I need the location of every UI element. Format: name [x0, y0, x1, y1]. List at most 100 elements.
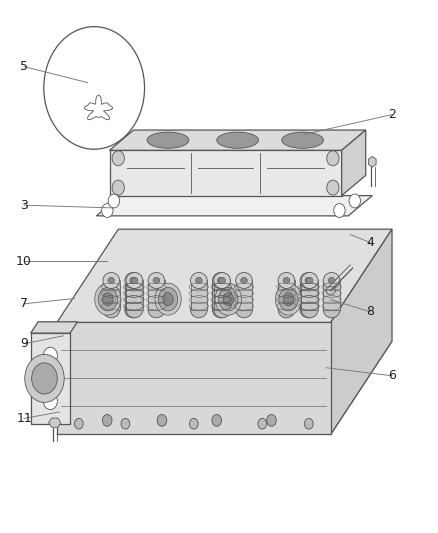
Circle shape: [283, 293, 294, 305]
Polygon shape: [331, 229, 392, 434]
Text: 6: 6: [388, 369, 396, 382]
Ellipse shape: [283, 277, 290, 284]
Polygon shape: [31, 333, 70, 424]
Circle shape: [223, 293, 233, 305]
Polygon shape: [57, 341, 392, 434]
Circle shape: [276, 283, 302, 315]
Ellipse shape: [323, 272, 340, 288]
Circle shape: [159, 287, 178, 311]
Circle shape: [102, 204, 113, 217]
Text: 5: 5: [20, 60, 28, 73]
Ellipse shape: [191, 272, 207, 288]
Text: 3: 3: [20, 199, 28, 212]
Ellipse shape: [217, 277, 224, 284]
Polygon shape: [57, 322, 331, 434]
Polygon shape: [323, 280, 340, 310]
Text: 10: 10: [16, 255, 32, 268]
Circle shape: [102, 293, 113, 305]
Ellipse shape: [240, 277, 247, 284]
Polygon shape: [300, 280, 317, 310]
Text: 4: 4: [366, 236, 374, 249]
Circle shape: [157, 415, 167, 426]
Circle shape: [112, 180, 124, 195]
Ellipse shape: [323, 302, 340, 318]
Ellipse shape: [236, 272, 252, 288]
Circle shape: [108, 194, 120, 208]
Polygon shape: [110, 130, 366, 150]
Ellipse shape: [305, 277, 312, 284]
Circle shape: [189, 418, 198, 429]
Ellipse shape: [153, 277, 160, 284]
Polygon shape: [110, 150, 342, 196]
Circle shape: [25, 354, 64, 402]
Circle shape: [215, 283, 241, 315]
Ellipse shape: [301, 272, 318, 288]
Circle shape: [95, 283, 121, 315]
Polygon shape: [301, 280, 318, 310]
Circle shape: [32, 363, 57, 394]
Ellipse shape: [300, 272, 317, 288]
Circle shape: [279, 287, 298, 311]
Polygon shape: [148, 280, 165, 310]
Ellipse shape: [278, 302, 295, 318]
Ellipse shape: [147, 132, 189, 148]
Ellipse shape: [103, 272, 120, 288]
Text: 2: 2: [388, 108, 396, 121]
Circle shape: [155, 283, 181, 315]
Ellipse shape: [148, 302, 165, 318]
Text: 7: 7: [20, 297, 28, 310]
Polygon shape: [214, 280, 230, 310]
Ellipse shape: [108, 277, 115, 284]
Ellipse shape: [282, 132, 324, 148]
Polygon shape: [212, 280, 229, 310]
Circle shape: [327, 151, 339, 166]
Ellipse shape: [126, 302, 143, 318]
Polygon shape: [236, 280, 252, 310]
Text: 9: 9: [20, 337, 28, 350]
Circle shape: [334, 204, 345, 217]
Ellipse shape: [219, 277, 226, 284]
Circle shape: [112, 151, 124, 166]
Ellipse shape: [306, 277, 313, 284]
Ellipse shape: [191, 302, 207, 318]
Circle shape: [327, 180, 339, 195]
Ellipse shape: [214, 302, 230, 318]
Ellipse shape: [131, 277, 138, 284]
Polygon shape: [325, 287, 336, 294]
Circle shape: [349, 194, 360, 208]
Polygon shape: [31, 322, 78, 333]
Circle shape: [219, 287, 238, 311]
Circle shape: [304, 418, 313, 429]
Polygon shape: [278, 280, 295, 310]
Polygon shape: [103, 280, 120, 310]
Ellipse shape: [148, 272, 165, 288]
Ellipse shape: [328, 277, 335, 284]
Circle shape: [74, 418, 83, 429]
Ellipse shape: [217, 132, 258, 148]
Polygon shape: [191, 280, 207, 310]
Ellipse shape: [103, 302, 120, 318]
Circle shape: [258, 418, 267, 429]
Circle shape: [102, 415, 112, 426]
Polygon shape: [125, 280, 141, 310]
Text: 11: 11: [16, 412, 32, 425]
Ellipse shape: [278, 272, 295, 288]
Ellipse shape: [212, 272, 229, 288]
Ellipse shape: [301, 302, 318, 318]
Ellipse shape: [130, 277, 137, 284]
Polygon shape: [57, 229, 392, 322]
Ellipse shape: [125, 272, 141, 288]
Circle shape: [212, 415, 222, 426]
Circle shape: [267, 415, 276, 426]
Polygon shape: [126, 280, 143, 310]
Ellipse shape: [214, 272, 230, 288]
Polygon shape: [96, 196, 372, 216]
Text: 8: 8: [366, 305, 374, 318]
Ellipse shape: [236, 302, 252, 318]
Circle shape: [163, 293, 173, 305]
Circle shape: [121, 418, 130, 429]
Ellipse shape: [300, 302, 317, 318]
Circle shape: [43, 348, 57, 365]
Circle shape: [98, 287, 117, 311]
Ellipse shape: [126, 272, 143, 288]
